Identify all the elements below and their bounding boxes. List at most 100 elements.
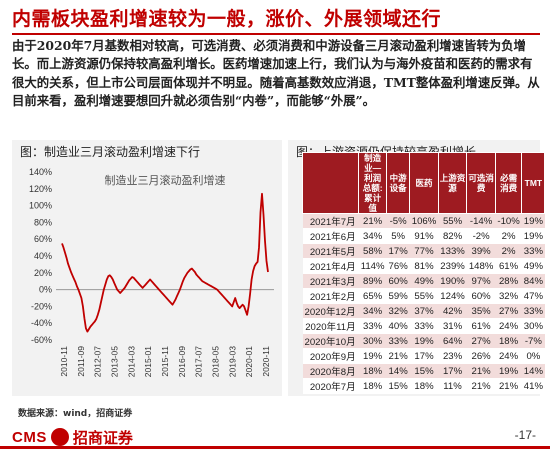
y-tick-label: 140% xyxy=(29,167,52,177)
table-cell: 14% xyxy=(521,363,545,379)
y-tick-label: -20% xyxy=(31,301,52,311)
logo-emblem-icon xyxy=(50,428,69,446)
table-cell: 23% xyxy=(438,348,467,364)
table-cell: -14% xyxy=(466,213,496,229)
row-label: 2021年3月 xyxy=(302,273,359,289)
table-cell: 19% xyxy=(495,363,522,379)
table-cell: 81% xyxy=(409,258,439,274)
table-cell: 0% xyxy=(521,348,545,364)
table-cell: 30% xyxy=(358,333,387,349)
table-cell: 19% xyxy=(521,213,545,229)
table-header-cell: 上游资源 xyxy=(437,152,468,214)
logo-company-name: 招商证券 xyxy=(72,428,133,447)
row-label: 2021年7月 xyxy=(302,213,359,229)
table-cell: 17% xyxy=(386,243,410,259)
table-cell: 190% xyxy=(438,273,467,289)
table-cell: 33% xyxy=(409,318,439,334)
footer-divider xyxy=(0,446,550,449)
row-label: 2021年6月 xyxy=(302,228,359,244)
table-cell: 58% xyxy=(358,243,387,259)
line-chart: 制造业三月滚动盈利增速 -60% -40% -20% 0% 20% 40% 60% 80% 100… xyxy=(29,167,274,377)
table-header-cell: 必需消费 xyxy=(494,152,523,214)
x-tick-label: 2016-09 xyxy=(177,346,187,377)
table-cell: 49% xyxy=(521,258,545,274)
table-cell: 17% xyxy=(409,348,439,364)
table-row: 2021年3月 89% 60% 49% 190% 97% 28% 84% xyxy=(302,273,545,289)
table-row: 2021年5月 58% 17% 77% 133% 39% 2% 33% xyxy=(302,243,545,259)
table-cell: 61% xyxy=(466,318,496,334)
y-tick-label: 0% xyxy=(39,285,52,295)
table-cell: 65% xyxy=(358,288,387,304)
table-cell: 33% xyxy=(386,333,410,349)
logo-cms-text: CMS xyxy=(12,428,47,446)
table-cell: 32% xyxy=(495,288,522,304)
x-tick-label: 2020-01 xyxy=(244,346,254,377)
table-row: 2021年2月 65% 59% 55% 124% 60% 32% 47% xyxy=(302,288,545,304)
table-cell: 15% xyxy=(386,378,410,394)
x-tick-label: 2020-11 xyxy=(261,346,271,377)
table-cell: -5% xyxy=(386,213,410,229)
y-tick-label: 20% xyxy=(34,268,52,278)
table-row: 2021年4月 114% 76% 81% 239% 148% 61% 49% xyxy=(302,258,545,274)
table-cell: 34% xyxy=(358,303,387,319)
table-cell: 5% xyxy=(386,228,410,244)
table-cell: 17% xyxy=(438,363,467,379)
intro-paragraph: 由于2020年7月基数相对较高，可选消费、必须消费和中游设备三月滚动盈利增速皆转… xyxy=(12,38,540,108)
chart-title: 制造业三月滚动盈利增速 xyxy=(105,173,226,187)
table-cell: 30% xyxy=(521,318,545,334)
table-row: 2020年8月 18% 14% 15% 17% 21% 19% 14% xyxy=(302,363,545,379)
row-label: 2020年7月 xyxy=(302,378,359,394)
table-row: 2020年7月 18% 15% 18% 11% 21% 21% 41% xyxy=(302,378,545,394)
right-table-panel: 图：上游资源仍保持较高盈利增长 制造业—利润总额:累计值中游设备医药上游资源可选… xyxy=(288,140,546,396)
x-tick-label: 2017-07 xyxy=(194,346,204,377)
table-cell: -2% xyxy=(466,228,496,244)
table-cell: 37% xyxy=(409,303,439,319)
table-cell: 21% xyxy=(358,213,387,229)
table-cell: 14% xyxy=(386,363,410,379)
row-label: 2021年2月 xyxy=(302,288,359,304)
company-logo: CMS 招商证券 xyxy=(12,426,133,448)
row-label: 2020年8月 xyxy=(302,363,359,379)
table-cell: 55% xyxy=(409,288,439,304)
left-chart-caption: 图：制造业三月滚动盈利增速下行 xyxy=(20,145,201,159)
table-cell: 21% xyxy=(495,378,522,394)
row-label: 2020年11月 xyxy=(302,318,359,334)
row-label: 2021年4月 xyxy=(302,258,359,274)
table-cell: 76% xyxy=(386,258,410,274)
table-cell: 42% xyxy=(438,303,467,319)
table-header-cell: 医药 xyxy=(409,152,439,214)
table-cell: 15% xyxy=(409,363,439,379)
table-row: 2020年12月 34% 32% 37% 42% 35% 27% 33% xyxy=(302,303,545,319)
x-tick-label: 2015-11 xyxy=(160,346,170,377)
table-cell: 21% xyxy=(386,348,410,364)
table-row: 2021年7月 21% -5% 106% 55% -14% -10% 19% xyxy=(302,213,545,229)
table-cell: 28% xyxy=(495,273,522,289)
table-cell: 33% xyxy=(521,243,545,259)
table-cell: 19% xyxy=(409,333,439,349)
left-chart-panel: 图：制造业三月滚动盈利增速下行 制造业三月滚动盈利增速 -60% -40% -20% 0… xyxy=(12,140,282,396)
table-header-cell: 中游设备 xyxy=(386,152,411,214)
table-header-cell: TMT xyxy=(521,152,546,214)
y-tick-label: -40% xyxy=(31,318,52,328)
table-cell: 89% xyxy=(358,273,387,289)
page-title: 内需板块盈利增速较为一般，涨价、外展领域还行 xyxy=(12,8,442,30)
x-tick-label: 2010-11 xyxy=(59,346,69,377)
table-cell: 55% xyxy=(438,213,467,229)
table-cell: 40% xyxy=(386,318,410,334)
table-cell: -7% xyxy=(521,333,545,349)
table-cell: 60% xyxy=(386,273,410,289)
table-cell: 124% xyxy=(438,288,467,304)
table-cell: 2% xyxy=(495,228,522,244)
x-tick-label: 2012-07 xyxy=(93,346,103,377)
table-cell: 82% xyxy=(438,228,467,244)
table-cell: 133% xyxy=(438,243,467,259)
x-tick-label: 2019-03 xyxy=(227,346,237,377)
y-tick-label: 80% xyxy=(34,217,52,227)
table-cell: 32% xyxy=(386,303,410,319)
x-tick-label: 2013-05 xyxy=(110,346,120,377)
table-cell: 34% xyxy=(358,228,387,244)
table-cell: 24% xyxy=(495,318,522,334)
table-cell: 19% xyxy=(358,348,387,364)
row-label: 2021年5月 xyxy=(302,243,359,259)
table-cell: 97% xyxy=(466,273,496,289)
